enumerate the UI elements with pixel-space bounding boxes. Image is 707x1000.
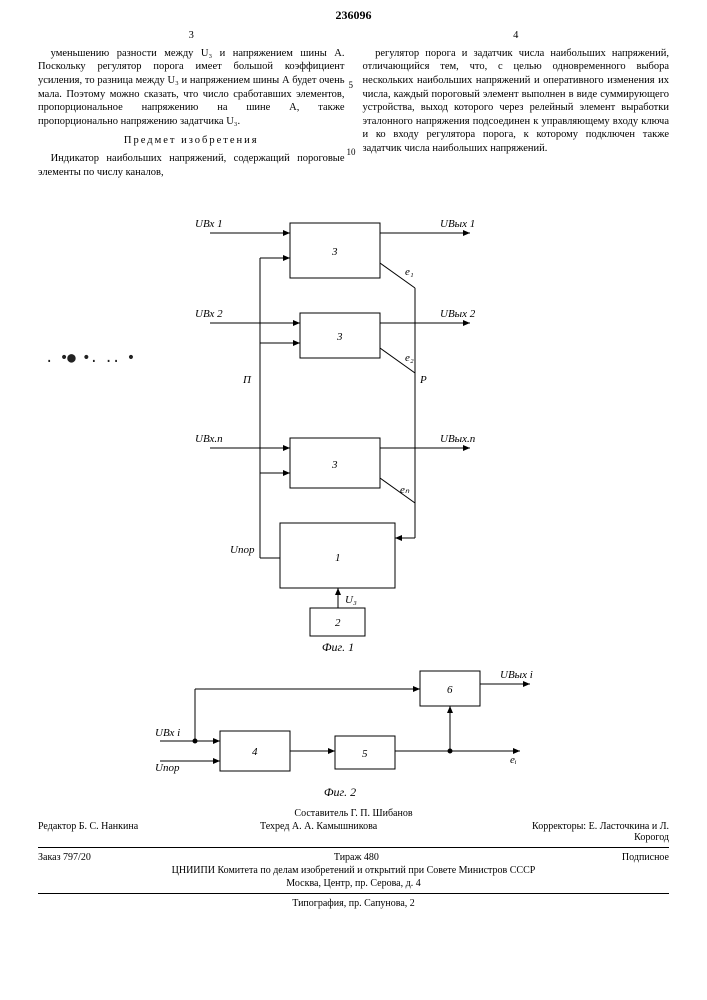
svg-text:UВых i: UВых i [500,669,533,681]
claim-start: Индикатор наибольших напряжений, содержа… [38,152,345,179]
colophon: Составитель Г. П. Шибанов Редактор Б. С.… [0,808,707,909]
svg-text:6: 6 [447,684,453,696]
svg-text:2: 2 [335,617,341,629]
figure-1: 3 3 3 1 2 UВх 1 UВх 2 UВх.п UВых 1 UВых … [0,183,707,653]
right-col-num: 4 [363,29,670,43]
svg-text:Фиг. 2: Фиг. 2 [324,785,356,799]
compiler: Составитель Г. П. Шибанов [38,808,669,819]
line-mark-10: 10 [347,147,356,159]
figure-2: 6 4 5 UВх i Uпор eᵢ UВых i Фиг. 2 [0,661,707,806]
svg-text:e₁: e₁ [405,266,414,278]
addr: Москва, Центр, пр. Серова, д. 4 [38,878,669,889]
svg-text:UВых.п: UВых.п [440,433,476,445]
svg-text:UВх.п: UВх.п [195,433,223,445]
typography: Типография, пр. Сапунова, 2 [38,898,669,909]
svg-text:Фиг. 1: Фиг. 1 [322,640,354,653]
left-text: уменьшению разности между U₃ и напряжени… [38,47,345,129]
order: Заказ 797/20 [38,852,91,863]
left-col-num: 3 [38,29,345,43]
svg-text:UВх i: UВх i [155,727,180,739]
svg-text:Uпор: Uпор [155,762,180,774]
fig2-svg: 6 4 5 UВх i Uпор eᵢ UВых i Фиг. 2 [0,661,707,806]
right-text: регулятор порога и задатчик числа наибол… [363,47,670,156]
svg-text:4: 4 [252,746,258,758]
svg-text:Uпор: Uпор [230,544,255,556]
svg-text:UВых 1: UВых 1 [440,218,475,230]
text-columns: 3 уменьшению разности между U₃ и напряже… [0,29,707,179]
svg-text:3: 3 [331,246,338,258]
svg-text:3: 3 [331,459,338,471]
svg-text:5: 5 [362,748,368,760]
svg-text:UВх 2: UВх 2 [195,308,223,320]
right-column: 4 регулятор порога и задатчик числа наиб… [363,29,670,179]
svg-text:e₂: e₂ [405,352,414,364]
svg-text:U₃: U₃ [345,594,357,606]
section-title: Предмет изобретения [38,134,345,148]
line-mark-5: 5 [349,80,354,92]
fig1-svg: 3 3 3 1 2 UВх 1 UВх 2 UВх.п UВых 1 UВых … [0,183,707,653]
svg-text:3: 3 [336,331,343,343]
org: ЦНИИПИ Комитета по делам изобретений и о… [38,865,669,876]
svg-text:eₙ: eₙ [400,484,410,496]
techred: Техред А. А. Камышникова [260,821,377,843]
svg-text:UВых 2: UВых 2 [440,308,476,320]
correctors: Корректоры: Е. Ласточкина и Л. Корогод [499,821,669,843]
svg-text:1: 1 [335,552,341,564]
editor: Редактор Б. С. Нанкина [38,821,138,843]
doc-number: 236096 [0,0,707,29]
tirazh: Тираж 480 [334,852,379,863]
svg-text:П: П [242,374,252,386]
svg-text:eᵢ: eᵢ [510,754,517,766]
svg-text:UВх 1: UВх 1 [195,218,223,230]
svg-text:Р: Р [419,374,427,386]
left-column: 3 уменьшению разности между U₃ и напряже… [38,29,345,179]
podpisnoe: Подписное [622,852,669,863]
